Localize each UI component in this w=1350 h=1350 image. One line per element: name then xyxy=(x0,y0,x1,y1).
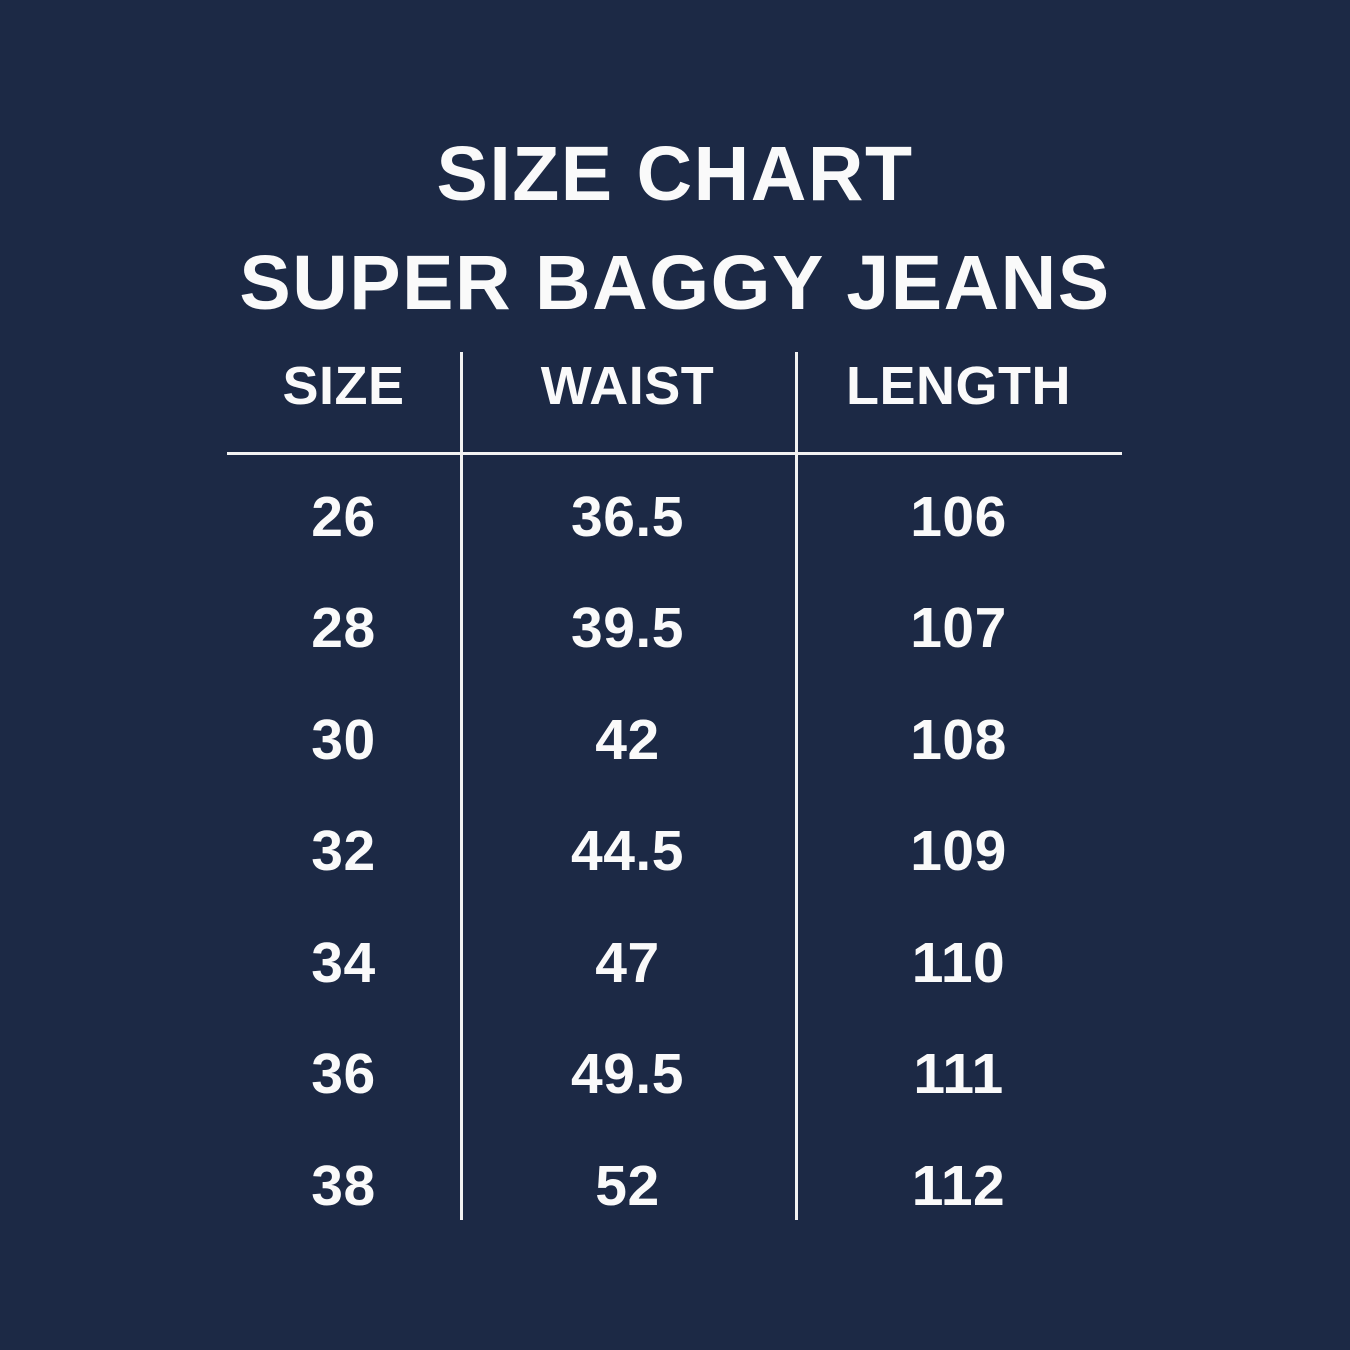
table-cell-waist: 36.5 xyxy=(571,484,684,549)
table-cell-waist: 49.5 xyxy=(571,1042,684,1107)
page-subtitle: SUPER BAGGY JEANS xyxy=(239,240,1111,326)
table-cell-waist: 44.5 xyxy=(571,819,684,884)
page-title: SIZE CHART xyxy=(436,131,914,217)
table-cell-size: 30 xyxy=(311,707,376,772)
table-cell-waist: 42 xyxy=(595,707,660,772)
table-cell-size: 38 xyxy=(311,1153,376,1218)
table-cell-length: 109 xyxy=(910,819,1007,884)
table-cell-size: 26 xyxy=(311,484,376,549)
table-cell-size: 32 xyxy=(311,819,376,884)
table-cell-waist: 39.5 xyxy=(571,596,684,661)
table-cell-length: 106 xyxy=(910,484,1007,549)
table-cell-size: 28 xyxy=(311,596,376,661)
table-cell-size: 36 xyxy=(311,1042,376,1107)
column-header-waist: WAIST xyxy=(540,356,715,416)
column-divider-waist-length xyxy=(795,352,798,1220)
table-cell-length: 110 xyxy=(911,930,1006,995)
column-divider-size-waist xyxy=(460,352,463,1220)
table-cell-length: 108 xyxy=(910,707,1007,772)
table-cell-length: 111 xyxy=(913,1042,1004,1107)
table-cell-length: 107 xyxy=(910,596,1007,661)
header-rule xyxy=(227,452,1122,455)
table-cell-waist: 47 xyxy=(595,930,660,995)
column-header-size: SIZE xyxy=(282,356,405,416)
table-cell-size: 34 xyxy=(311,930,376,995)
table-cell-waist: 52 xyxy=(595,1153,660,1218)
size-table: SIZE WAIST LENGTH 26 36.5 106 28 39.5 10… xyxy=(227,352,1122,1242)
column-header-length: LENGTH xyxy=(846,356,1071,416)
table-cell-length: 112 xyxy=(911,1153,1006,1218)
